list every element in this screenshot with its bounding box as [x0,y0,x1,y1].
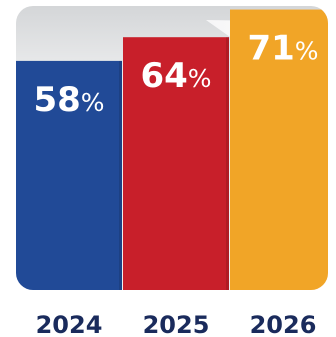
bar-shadow-2024 [119,60,122,290]
value-label-2024: 58% [33,80,104,120]
value-percent-sign: % [188,64,212,93]
value-number: 58 [33,80,80,120]
category-label-2025: 2025 [143,311,210,337]
value-label-2026: 71% [247,29,318,69]
value-label-2025: 64% [140,56,211,96]
bar-2025 [123,37,229,290]
value-percent-sign: % [295,37,319,66]
bar-2026 [230,9,328,290]
bar-shadow-2025 [226,37,229,290]
value-number: 64 [140,56,187,96]
bar-2024 [16,60,122,290]
value-percent-sign: % [81,88,105,117]
category-label-2024: 2024 [36,311,103,337]
category-label-2026: 2026 [250,311,317,337]
value-number: 71 [247,29,294,69]
